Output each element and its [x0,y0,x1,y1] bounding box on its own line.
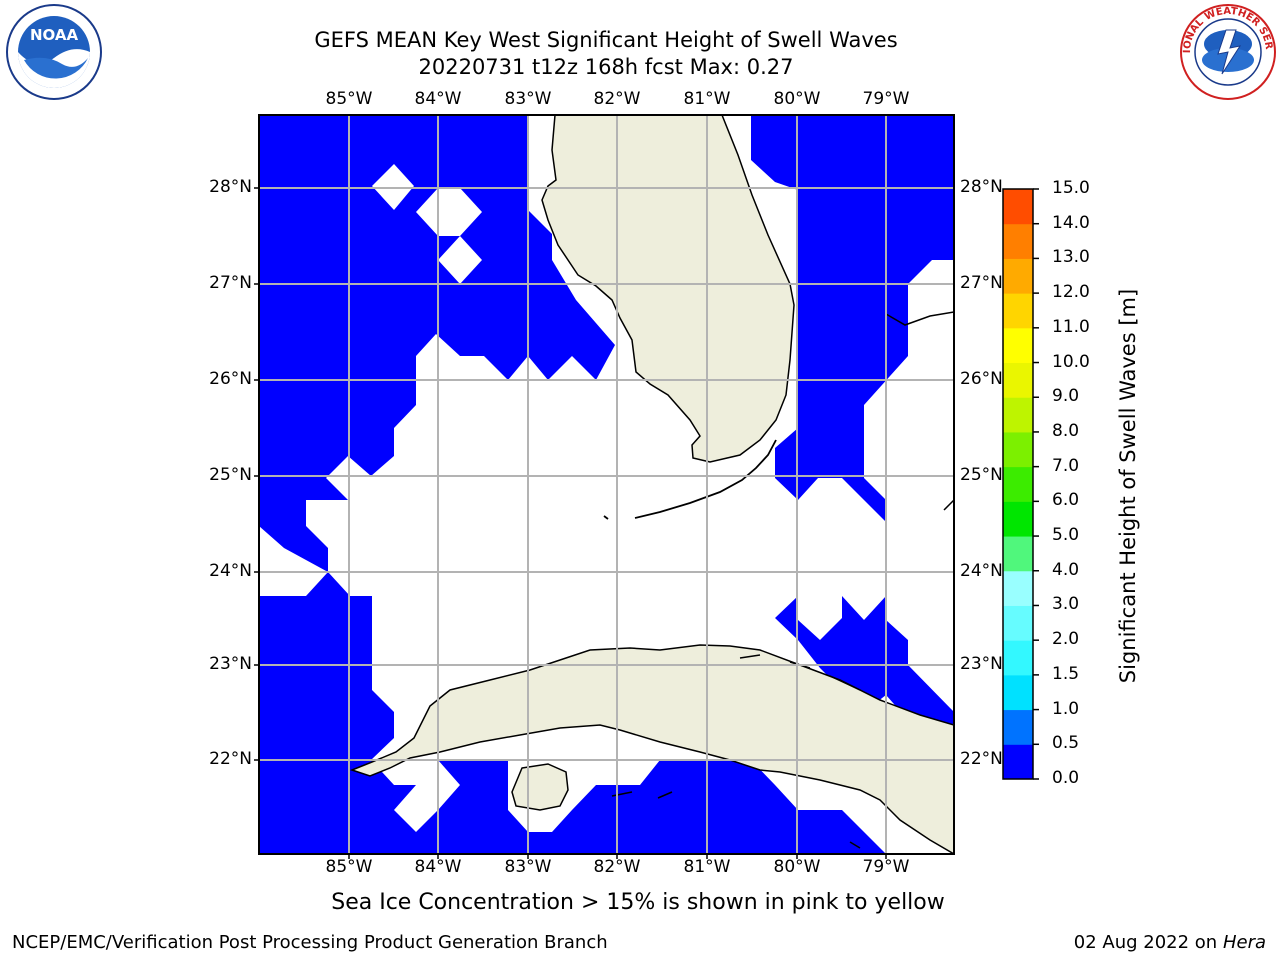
colorbar-tick-label: 3.0 [1052,594,1080,615]
colorbar-swatch [1003,605,1033,641]
lon-label-top: 83°W [504,89,552,109]
colorbar-swatch [1003,327,1033,364]
colorbar-swatch [1003,397,1033,433]
chart-title: GEFS MEAN Key West Significant Height of… [314,28,898,52]
colorbar-tick-label: 0.5 [1052,733,1080,754]
colorbar-tick-label: 1.5 [1052,663,1080,684]
colorbar-tick-label: 0.0 [1052,768,1080,788]
colorbar-tick-label: 2.0 [1052,629,1080,650]
cuba-land [349,644,954,854]
lat-label-right: 27°N [960,273,1003,293]
lon-label-top: 80°W [773,89,821,109]
lat-label-left: 22°N [209,749,252,769]
colorbar-swatch [1003,223,1033,259]
lon-label-bottom: 83°W [504,857,552,877]
colorbar-tick-label: 11.0 [1052,316,1090,337]
svg-text:NOAA: NOAA [30,26,79,44]
colorbar-tick-label: 1.0 [1052,698,1080,719]
colorbar-tick-label: 9.0 [1052,386,1080,407]
lat-label-right: 22°N [960,749,1003,769]
lat-label-right: 28°N [960,177,1003,197]
lon-label-top: 84°W [414,89,462,109]
lat-label-left: 25°N [209,465,252,485]
colorbar-swatch [1003,466,1033,502]
colorbar-swatch [1003,640,1033,676]
lon-label-top: 81°W [683,89,731,109]
lat-label-right: 23°N [960,654,1003,674]
lon-label-bottom: 81°W [683,857,731,877]
colorbar-tick-label: 4.0 [1052,559,1080,580]
colorbar-tick-label: 5.0 [1052,525,1080,546]
lat-label-left: 24°N [209,561,252,581]
colorbar-tick-label: 6.0 [1052,490,1080,511]
colorbar-tick-label: 15.0 [1052,178,1090,198]
colorbar-title: Significant Height of Swell Waves [m] [1116,288,1140,684]
colorbar-tick-label: 8.0 [1052,420,1080,441]
lon-label-bottom: 82°W [593,857,641,877]
colorbar-swatch [1003,674,1033,711]
lat-label-left: 23°N [209,654,252,674]
run-machine: Hera [1222,932,1266,953]
run-date: 02 Aug 2022 on Hera [1074,932,1266,953]
swell-field-southwest [259,760,886,854]
colorbar-frame [1002,188,1034,780]
bahamas-land [885,311,954,511]
lat-label-right: 25°N [960,465,1003,485]
colorbar [1003,188,1039,780]
sea-ice-footnote: Sea Ice Concentration > 15% is shown in … [331,890,945,915]
colorbar-tick-label: 12.0 [1052,282,1090,303]
lat-label-left: 28°N [209,177,252,197]
noaa-logo: NOAA [6,4,102,100]
lat-label-left: 26°N [209,369,252,389]
nws-logo: NATIONAL WEATHER SERVICE [1176,2,1276,100]
graticule [259,115,954,854]
swell-field-east [775,596,954,740]
swell-field-northeast [751,115,954,522]
colorbar-swatch [1003,709,1033,745]
chart-subtitle: 20220731 t12z 168h fcst Max: 0.27 [418,55,794,79]
colorbar-tick-label: 13.0 [1052,247,1090,268]
colorbar-swatch [1003,362,1033,398]
colorbar-swatch [1003,431,1033,468]
colorbar-swatch [1003,744,1033,780]
colorbar-swatch [1003,189,1033,225]
map-frame [258,114,955,855]
lon-label-bottom: 84°W [414,857,462,877]
lon-label-top: 82°W [593,89,641,109]
colorbar-swatch [1003,258,1033,294]
colorbar-tick-label: 10.0 [1052,351,1090,372]
colorbar-swatch [1003,570,1033,606]
lon-label-top: 85°W [325,89,373,109]
lat-label-left: 27°N [209,273,252,293]
colorbar-tick-label: 7.0 [1052,455,1080,476]
lon-label-bottom: 85°W [325,857,373,877]
lon-label-top: 79°W [862,89,910,109]
lon-label-bottom: 79°W [862,857,910,877]
florida-keys [603,439,777,520]
colorbar-tick-label: 14.0 [1052,212,1090,233]
run-date-text: 02 Aug 2022 on [1073,932,1218,953]
colorbar-swatch [1003,293,1033,329]
colorbar-swatch [1003,536,1033,572]
colorbar-swatch [1003,501,1033,537]
lat-label-right: 24°N [960,561,1003,581]
florida-land [541,115,795,463]
lon-label-bottom: 80°W [773,857,821,877]
isla-de-la-juventud [511,763,569,811]
lat-label-right: 26°N [960,369,1003,389]
credit-line: NCEP/EMC/Verification Post Processing Pr… [12,932,608,953]
